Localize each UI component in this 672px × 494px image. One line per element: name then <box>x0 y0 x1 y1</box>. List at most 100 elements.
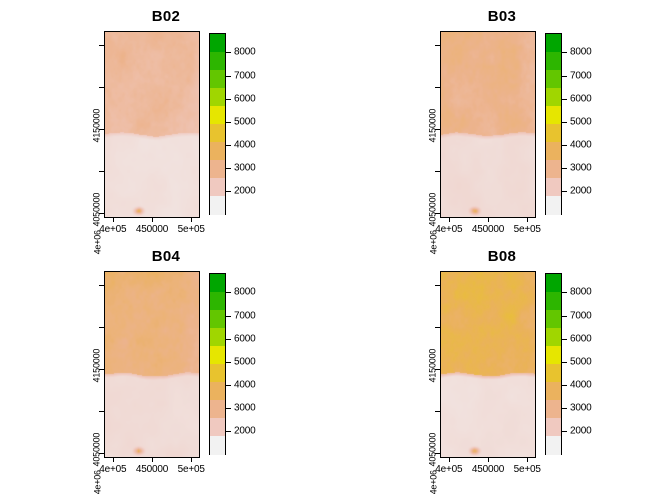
legend-color-segment <box>210 346 225 365</box>
legend-tick <box>226 167 231 169</box>
y-axis-tick <box>99 410 104 412</box>
legend-color-segment <box>546 196 561 215</box>
legend-tick <box>226 292 231 294</box>
legend-tick <box>226 190 231 192</box>
x-axis-tick <box>488 457 489 462</box>
legend-gradient <box>546 274 561 455</box>
y-axis-tick <box>99 170 104 172</box>
legend-tick-label: 3000 <box>234 402 256 414</box>
y-axis-tick <box>435 452 440 454</box>
x-axis-tick <box>448 217 450 222</box>
y-axis-tick <box>99 128 104 130</box>
legend-tick-label: 3000 <box>570 162 592 174</box>
legend-color-segment <box>210 124 225 143</box>
legend-tick <box>226 407 231 409</box>
legend-tick <box>226 144 231 146</box>
legend-color-segment <box>210 178 225 197</box>
legend-color-segment <box>210 364 225 383</box>
legend-tick-label: 3000 <box>570 402 592 414</box>
x-axis-tick <box>488 217 489 222</box>
legend-tick <box>562 121 567 123</box>
y-axis-tick <box>435 170 440 172</box>
legend-tick <box>562 384 567 386</box>
x-axis-tick <box>112 217 114 222</box>
panel-b08: B08 4150000 4050000 4e+06 4e+05 450000 5e+05… <box>336 240 672 494</box>
x-axis-tick-label: 5e+05 <box>513 224 541 235</box>
legend-color-segment <box>546 88 561 107</box>
legend-tick <box>226 75 231 77</box>
legend-tick <box>562 430 567 432</box>
legend-color-segment <box>546 34 561 53</box>
legend-color-segment <box>546 274 561 293</box>
y-axis-tick <box>435 326 440 328</box>
y-axis-tick <box>435 284 440 286</box>
panel-title-b03: B03 <box>336 8 672 25</box>
legend-color-segment <box>210 160 225 179</box>
legend-color-segment <box>546 436 561 455</box>
legend-color-segment <box>546 70 561 89</box>
x-axis-tick-label: 5e+05 <box>177 224 205 235</box>
y-axis-tick <box>99 212 104 214</box>
legend-color-segment <box>210 382 225 401</box>
x-axis-tick-label: 450000 <box>135 464 169 475</box>
legend-color-segment <box>210 310 225 329</box>
legend-tick-label: 8000 <box>570 286 592 298</box>
y-axis-tick-label: 4050000 <box>92 192 102 227</box>
panel-b03: B03 4150000 4050000 4e+06 4e+05 450000 5e+05… <box>336 0 672 254</box>
legend-color-segment <box>210 70 225 89</box>
legend-tick-label: 6000 <box>570 333 592 345</box>
legend-bar-b03 <box>545 33 562 215</box>
map-plot-area-b03 <box>440 31 536 218</box>
x-axis-tick-label: 5e+05 <box>177 464 205 475</box>
legend-ticks-b03: 8000 7000 6000 5000 4000 3000 2000 <box>545 33 592 215</box>
legend-color-segment <box>210 274 225 293</box>
legend-color-segment <box>210 106 225 125</box>
legend-tick-label: 4000 <box>570 379 592 391</box>
x-axis-tick <box>152 457 153 462</box>
legend-gradient <box>546 34 561 215</box>
x-axis-tick-label: 450000 <box>471 224 505 235</box>
y-axis-tick <box>99 86 104 88</box>
x-axis-tick-label: 4e+05 <box>99 464 127 475</box>
legend-tick-label: 5000 <box>570 116 592 128</box>
panel-title-text: B08 <box>487 248 517 265</box>
legend-color-segment <box>210 328 225 347</box>
legend-tick-label: 2000 <box>570 425 592 437</box>
raster-image-b08 <box>441 272 535 457</box>
legend-color-segment <box>210 436 225 455</box>
legend-tick <box>562 167 567 169</box>
panel-title-b08: B08 <box>336 248 672 265</box>
legend-tick <box>226 384 231 386</box>
y-axis-tick-label: 4150000 <box>428 108 438 143</box>
y-axis-tick <box>99 44 104 46</box>
raster-image-b02 <box>105 32 199 217</box>
raster-image-b04 <box>105 272 199 457</box>
y-axis-tick <box>99 452 104 454</box>
panel-title-b04: B04 <box>0 248 336 265</box>
legend-tick-label: 4000 <box>234 379 256 391</box>
y-axis-tick-label: 4050000 <box>92 432 102 467</box>
legend-color-segment <box>546 382 561 401</box>
legend-tick-label: 7000 <box>234 70 256 82</box>
legend-color-segment <box>210 418 225 437</box>
legend-tick-label: 4000 <box>570 139 592 151</box>
x-axis-tick-label: 450000 <box>471 464 505 475</box>
legend-color-segment <box>546 106 561 125</box>
y-axis-tick <box>435 44 440 46</box>
panel-b04: B04 4150000 4050000 4e+06 4e+05 450000 5e+05… <box>0 240 336 494</box>
legend-tick-label: 8000 <box>234 46 256 58</box>
y-axis-tick-label: 4150000 <box>92 348 102 383</box>
legend-gradient <box>210 274 225 455</box>
legend-tick-label: 2000 <box>234 425 256 437</box>
x-axis-tick <box>112 457 114 462</box>
legend-tick <box>226 121 231 123</box>
map-plot-area-b04 <box>104 271 200 458</box>
x-axis-tick-label: 450000 <box>135 224 169 235</box>
y-axis-tick <box>99 368 104 370</box>
legend-color-segment <box>210 88 225 107</box>
legend-tick-label: 7000 <box>570 310 592 322</box>
legend-color-segment <box>546 178 561 197</box>
x-axis-tick <box>191 217 193 222</box>
x-axis-tick-label: 4e+05 <box>99 224 127 235</box>
